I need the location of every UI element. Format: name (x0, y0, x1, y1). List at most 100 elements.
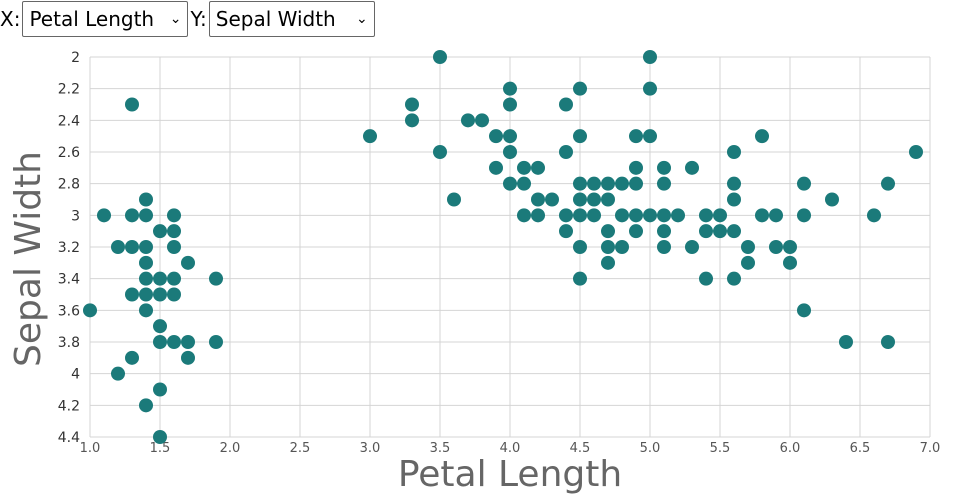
x-axis-select-value: Petal Length (29, 7, 155, 31)
data-point (167, 335, 181, 349)
y-tick-label: 3.8 (58, 335, 80, 351)
data-point (503, 176, 517, 191)
data-point (573, 176, 587, 191)
data-point (755, 208, 769, 223)
data-point (713, 224, 727, 239)
data-point (153, 319, 167, 334)
data-point (405, 97, 419, 112)
data-point (797, 303, 811, 318)
data-point (699, 224, 713, 239)
x-tick-label: 6.0 (780, 441, 801, 456)
data-point (503, 129, 517, 144)
y-tick-label: 3 (71, 208, 80, 224)
axis-controls: X: Petal Length ⌄ Y: Sepal Width ⌄ (0, 0, 375, 38)
x-tick-label: 1.5 (150, 441, 171, 456)
data-point (489, 129, 503, 144)
data-point (559, 145, 573, 159)
data-point (167, 240, 181, 254)
data-point (727, 192, 741, 207)
y-tick-label: 4 (71, 367, 80, 383)
data-point (769, 208, 783, 223)
data-point (587, 208, 601, 223)
data-point (125, 350, 139, 365)
data-point (601, 255, 615, 270)
data-point (573, 208, 587, 223)
y-tick-label: 2.2 (58, 82, 80, 98)
y-axis-title: Sepal Width (8, 151, 49, 367)
data-point (727, 145, 741, 159)
data-point (727, 271, 741, 286)
data-point (181, 255, 195, 270)
data-point (517, 160, 531, 175)
chart-grid (89, 56, 931, 438)
data-point (727, 176, 741, 191)
y-tick-label: 3.4 (58, 272, 80, 288)
data-point (475, 113, 489, 128)
data-point (517, 208, 531, 223)
y-tick-label: 4.2 (58, 398, 80, 414)
x-tick-label: 3.0 (360, 441, 381, 456)
data-point (139, 303, 153, 318)
data-point (727, 224, 741, 239)
data-point (615, 208, 629, 223)
y-axis-ticks: 2 2.2 2.4 2.6 2.8 3 3.2 3.4 3.6 3.8 4 4.2 4.4 (58, 50, 80, 446)
data-point (153, 287, 167, 302)
data-point (153, 224, 167, 239)
x-tick-label: 6.5 (850, 441, 871, 456)
data-point (867, 208, 881, 223)
data-point (503, 97, 517, 112)
y-tick-label: 3.6 (58, 303, 80, 319)
data-point (643, 129, 657, 144)
data-point (587, 192, 601, 207)
data-point (643, 50, 657, 64)
data-point (433, 145, 447, 159)
data-point (125, 208, 139, 223)
data-point (601, 192, 615, 207)
data-point (405, 113, 419, 128)
data-point (531, 192, 545, 207)
data-point (503, 145, 517, 159)
data-point (489, 160, 503, 175)
data-point (713, 208, 727, 223)
data-point (657, 208, 671, 223)
y-tick-label: 2 (71, 50, 80, 66)
data-point (741, 240, 755, 254)
data-point (685, 240, 699, 254)
data-point (209, 271, 223, 286)
x-tick-label: 3.5 (430, 441, 451, 456)
y-axis-label: Y: (190, 7, 207, 31)
data-point (167, 287, 181, 302)
data-point (769, 240, 783, 254)
y-tick-label: 2.4 (58, 113, 80, 129)
x-tick-label: 4.5 (570, 441, 591, 456)
y-axis-select[interactable]: Sepal Width ⌄ (208, 1, 375, 37)
data-point (657, 224, 671, 239)
data-point (153, 271, 167, 286)
x-tick-label: 2.5 (290, 441, 311, 456)
data-point (629, 208, 643, 223)
chart-points (83, 50, 923, 444)
data-point (517, 176, 531, 191)
data-point (447, 192, 461, 207)
data-point (685, 160, 699, 175)
data-point (545, 192, 559, 207)
data-point (433, 50, 447, 64)
y-tick-label: 3.2 (58, 240, 80, 256)
y-axis-select-value: Sepal Width (215, 7, 336, 31)
data-point (615, 176, 629, 191)
x-axis-select[interactable]: Petal Length ⌄ (22, 1, 189, 37)
data-point (797, 208, 811, 223)
data-point (83, 303, 97, 318)
data-point (881, 176, 895, 191)
x-tick-label: 2.0 (220, 441, 241, 456)
data-point (139, 208, 153, 223)
data-point (363, 129, 377, 144)
data-point (139, 287, 153, 302)
data-point (573, 129, 587, 144)
data-point (167, 208, 181, 223)
data-point (573, 271, 587, 286)
data-point (629, 224, 643, 239)
x-axis-ticks: 1.0 1.5 2.0 2.5 3.0 3.5 4.0 4.5 5.0 5.5 6.0 6.5 7.0 (80, 441, 941, 456)
data-point (699, 208, 713, 223)
